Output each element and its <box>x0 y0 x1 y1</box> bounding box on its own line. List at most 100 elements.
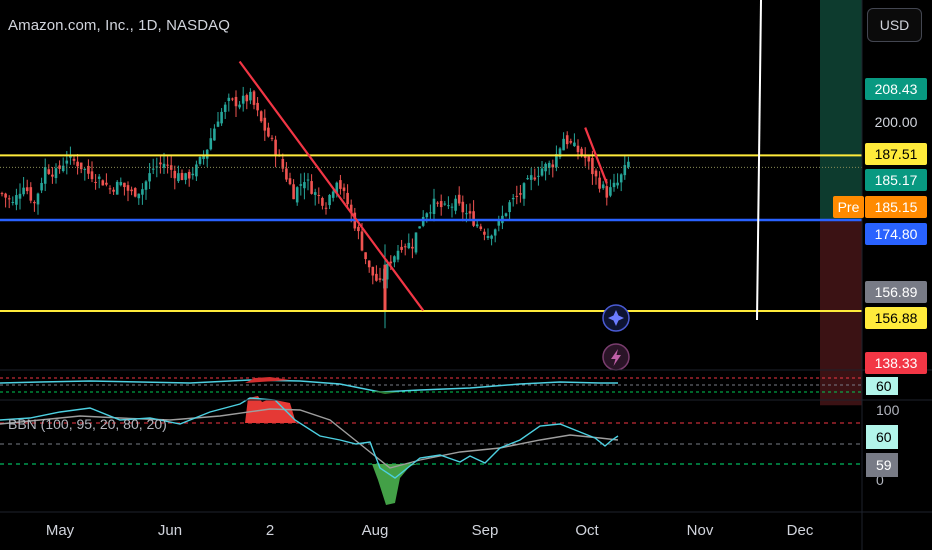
candle-body <box>321 197 324 206</box>
candle-body <box>331 191 335 198</box>
currency-button[interactable]: USD <box>867 8 922 42</box>
ind1-value-label: 60 <box>876 378 892 394</box>
candle-body <box>605 186 609 198</box>
candle-body <box>54 168 58 179</box>
x-axis-tick-jun: Jun <box>158 522 182 539</box>
candle-body <box>22 187 25 195</box>
vertical-marker-line <box>756 0 762 321</box>
candle-body <box>141 189 144 195</box>
candle-body <box>270 137 274 139</box>
x-axis-tick-2: 2 <box>266 522 274 539</box>
candle-body <box>367 260 371 268</box>
sparkle-icon <box>608 310 624 326</box>
candle-body <box>191 173 195 176</box>
ind2-oversold-fill <box>372 464 418 505</box>
candle-body <box>591 157 594 175</box>
candle-body <box>360 231 364 251</box>
candle-body <box>263 117 267 131</box>
price-label-gray: 156.89 <box>865 281 927 303</box>
event-icon-star[interactable] <box>602 304 630 332</box>
candle-body <box>497 220 501 226</box>
event-icon-bolt[interactable] <box>602 343 630 371</box>
candle-body <box>94 181 97 183</box>
candle-body <box>220 111 223 124</box>
candle-body <box>180 172 184 181</box>
x-axis-tick-sep: Sep <box>472 522 499 539</box>
candle-body <box>202 154 205 160</box>
candle-body <box>375 273 378 281</box>
candle-body <box>101 180 105 186</box>
candle-body <box>216 121 220 127</box>
candle-body <box>403 246 407 248</box>
candle-body <box>133 188 137 197</box>
candle-body <box>234 96 238 107</box>
candle-body <box>306 179 310 181</box>
x-axis-tick-oct: Oct <box>575 522 599 539</box>
candle-body <box>195 164 198 177</box>
price-label-lower-level: 156.88 <box>865 307 927 329</box>
candle-body <box>83 168 87 170</box>
candlestick-series <box>0 86 630 329</box>
price-label-high: 208.43 <box>865 78 927 100</box>
candle-body <box>274 139 277 157</box>
candle-body <box>483 231 486 235</box>
candle-body <box>119 182 123 186</box>
candle-body <box>198 157 202 164</box>
candle-body <box>555 154 558 168</box>
candle-body <box>177 173 180 182</box>
candle-body <box>612 182 616 188</box>
candle-body <box>40 182 43 191</box>
candle-body <box>439 201 443 208</box>
x-axis-tick-dec: Dec <box>787 522 814 539</box>
candle-body <box>303 182 306 189</box>
candle-body <box>87 165 90 174</box>
candle-body <box>407 242 411 249</box>
x-axis-tick-aug: Aug <box>362 522 389 539</box>
candle-body <box>357 226 360 232</box>
candle-body <box>443 203 447 205</box>
candle-body <box>529 175 533 180</box>
candle-body <box>227 97 231 101</box>
ind2-scale-top: 100 <box>876 402 900 418</box>
candle-body <box>558 148 562 158</box>
candle-body <box>299 184 303 186</box>
price-label-premarket: 185.15 <box>865 196 927 218</box>
candle-body <box>115 181 119 195</box>
candle-body <box>515 195 519 197</box>
candle-body <box>144 181 148 190</box>
candle-body <box>508 202 511 213</box>
candle-body <box>47 169 51 174</box>
candle-body <box>76 161 79 167</box>
candle-body <box>479 226 483 230</box>
candle-body <box>184 173 187 180</box>
candle-body <box>137 193 141 199</box>
candle-body <box>148 173 151 182</box>
candle-body <box>490 235 493 239</box>
candle-body <box>562 138 565 151</box>
candle-body <box>526 178 529 180</box>
candle-body <box>256 102 259 111</box>
candle-body <box>429 212 432 214</box>
x-axis-tick-nov: Nov <box>687 522 714 539</box>
candle-body <box>346 192 349 205</box>
candle-body <box>378 278 382 280</box>
candle-body <box>187 171 191 179</box>
candle-body <box>580 148 583 156</box>
candle-body <box>565 135 569 145</box>
candle-body <box>241 95 245 104</box>
candle-body <box>43 167 47 184</box>
candle-body <box>400 246 403 250</box>
candle-body <box>339 180 342 189</box>
candle-body <box>162 163 166 168</box>
candle-body <box>292 184 295 200</box>
candle-body <box>209 138 213 150</box>
candle-body <box>576 145 580 153</box>
risk-zone <box>820 220 862 406</box>
candle-body <box>389 261 393 264</box>
candle-body <box>533 177 537 180</box>
candle-body <box>58 165 61 169</box>
candle-body <box>159 162 162 165</box>
candle-body <box>393 256 396 263</box>
candle-body <box>65 160 69 164</box>
